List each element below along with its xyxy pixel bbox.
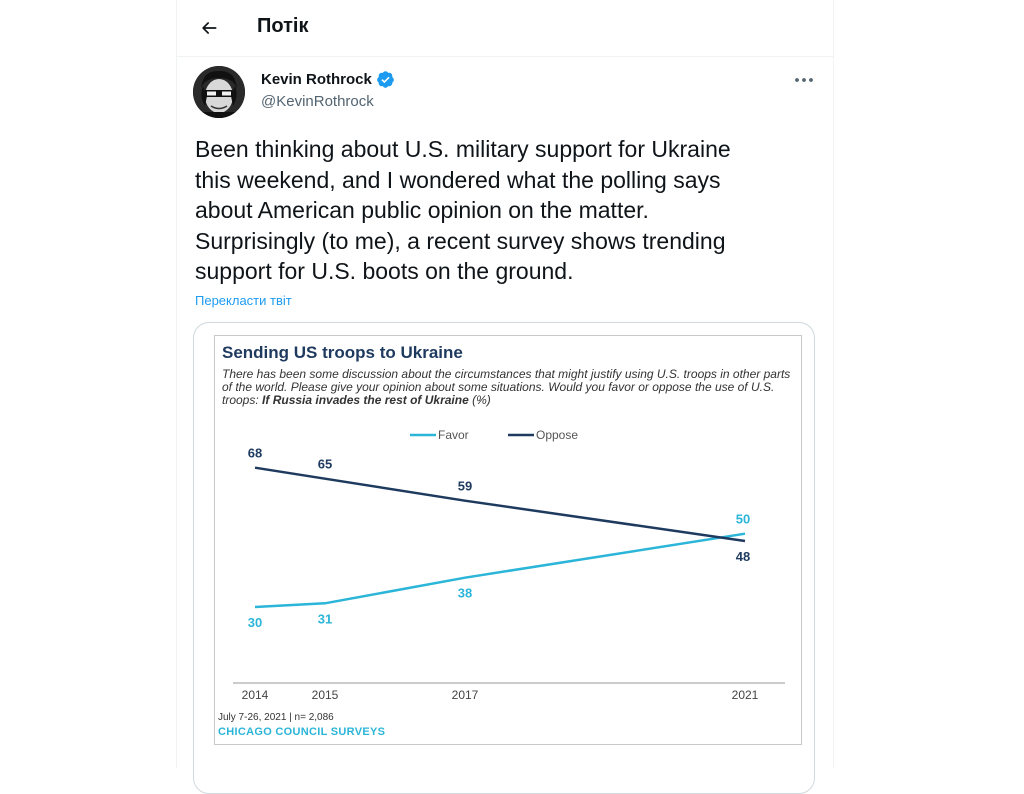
data-label-oppose: 48 — [736, 549, 750, 564]
data-label-oppose: 68 — [248, 446, 262, 461]
author-name-text: Kevin Rothrock — [261, 71, 372, 88]
back-button[interactable] — [191, 10, 227, 46]
data-label-favor: 31 — [318, 611, 332, 626]
chart-subtitle-bold: If Russia invades the rest of Ukraine — [262, 393, 469, 407]
arrow-left-icon — [202, 22, 217, 34]
x-tick-label: 2017 — [452, 688, 479, 702]
x-tick-label: 2015 — [312, 688, 339, 702]
page-header: Потік — [177, 0, 833, 57]
tweet-text: Been thinking about U.S. military suppor… — [195, 136, 731, 284]
author-name[interactable]: Kevin Rothrock — [261, 70, 395, 89]
series-line-favor — [254, 532, 746, 609]
chart-subtitle-main: There has been some discussion about the… — [222, 367, 791, 407]
verified-badge-icon — [377, 71, 394, 88]
legend-label-oppose: Oppose — [536, 428, 578, 442]
data-label-favor: 30 — [248, 615, 262, 630]
chart-title: Sending US troops to Ukraine — [222, 343, 463, 362]
chart-subtitle-end: (%) — [468, 393, 491, 407]
timeline-column: Потік Kevin Rothrock @KevinRothrock — [176, 0, 834, 794]
chart-image: Sending US troops to Ukraine There has b… — [214, 335, 802, 745]
data-label-favor: 38 — [458, 586, 472, 601]
x-tick-label: 2014 — [242, 688, 269, 702]
legend-label-favor: Favor — [438, 428, 469, 442]
more-button[interactable] — [787, 66, 821, 94]
more-horizontal-icon — [795, 78, 813, 82]
avatar[interactable] — [193, 66, 245, 118]
series-line-oppose — [254, 466, 746, 543]
chart-footnote: July 7-26, 2021 | n= 2,086 — [218, 712, 334, 723]
chart-source: CHICAGO COUNCIL SURVEYS — [218, 726, 386, 738]
author-handle[interactable]: @KevinRothrock — [261, 93, 374, 110]
line-chart: Favor Oppose 2014 2015 2017 2021 30 31 38 50 68 65 5… — [233, 428, 785, 702]
tweet-media[interactable]: Sending US troops to Ukraine There has b… — [193, 322, 815, 794]
data-label-favor: 50 — [736, 512, 750, 527]
data-label-oppose: 65 — [318, 457, 332, 472]
translate-tweet-link[interactable]: Перекласти твіт — [195, 293, 292, 308]
avatar-image — [193, 66, 245, 118]
page-title: Потік — [257, 15, 309, 37]
x-tick-label: 2021 — [732, 688, 759, 702]
chart-subtitle: There has been some discussion about the… — [222, 368, 797, 407]
data-label-oppose: 59 — [458, 479, 472, 494]
